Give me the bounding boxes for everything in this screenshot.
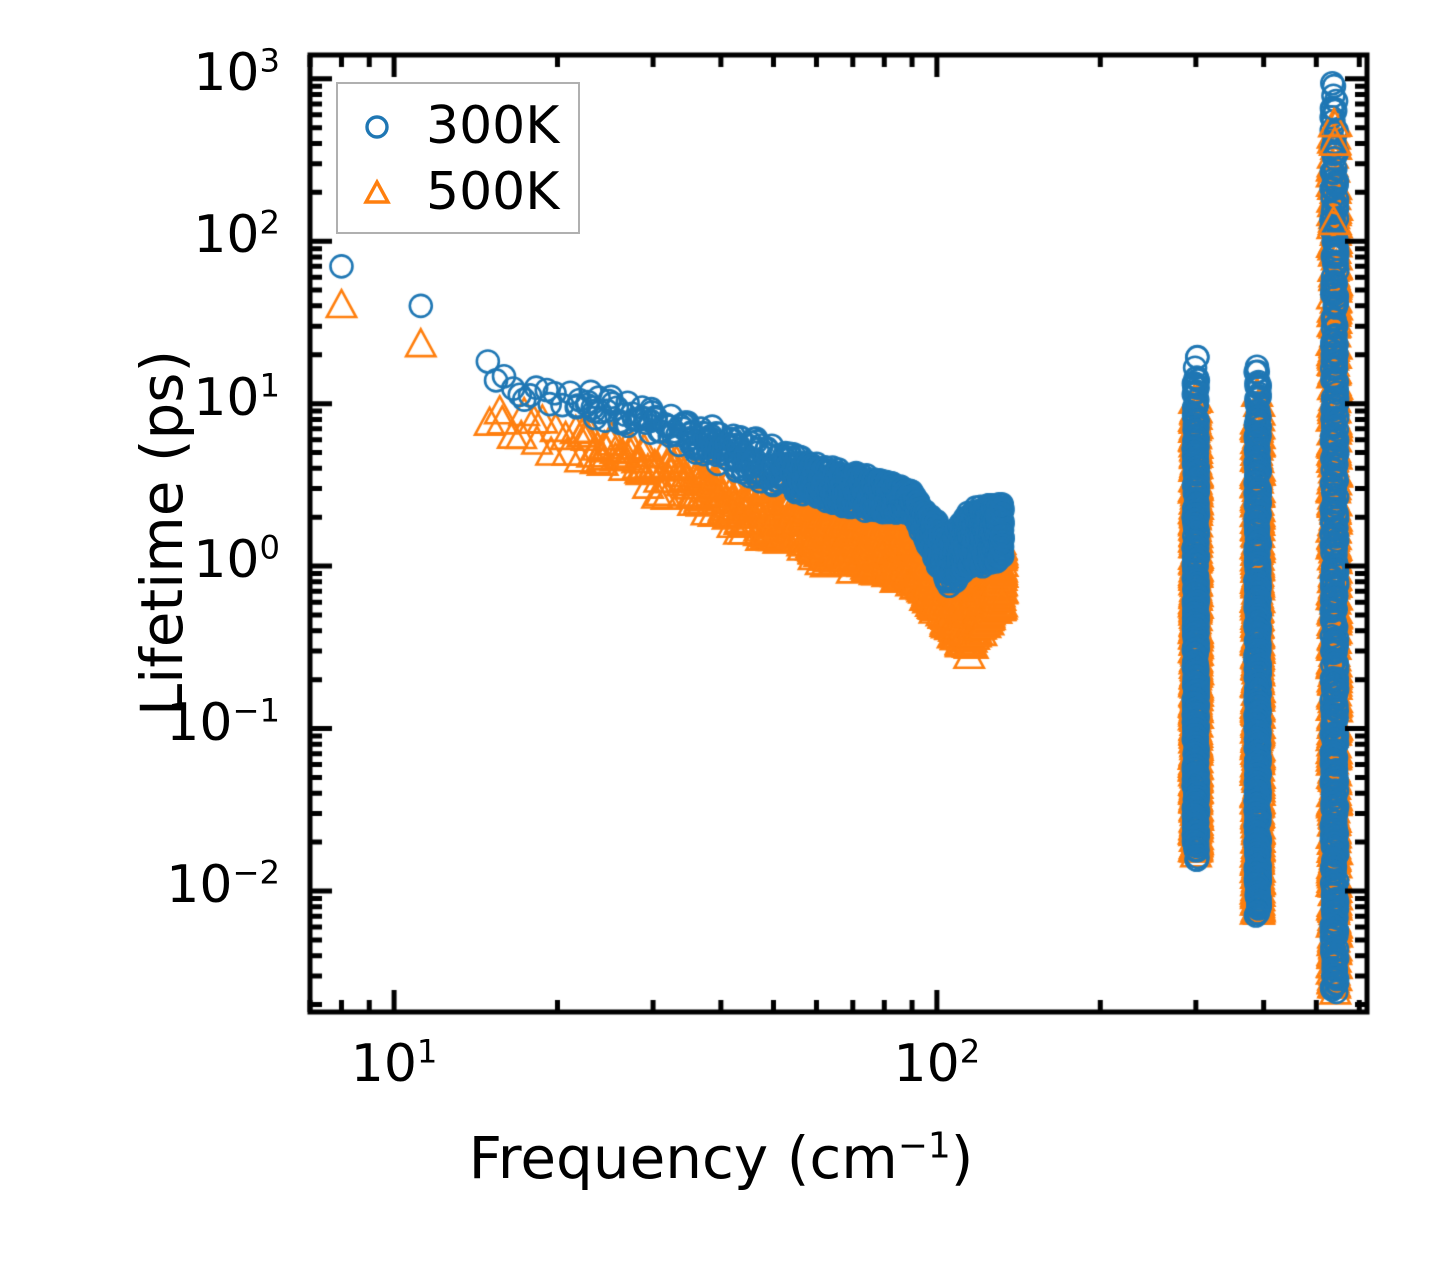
y-tick-label: 103 (193, 41, 280, 103)
y-tick-label: 10−2 (166, 853, 280, 915)
x-axis-label: Frequency (cm−1) (468, 1124, 974, 1192)
legend-entry-500k: 500K (338, 160, 578, 226)
legend-label-500k: 500K (426, 162, 560, 222)
legend-entry-300k: 300K (338, 94, 578, 160)
legend-box: 300K 500K (336, 82, 580, 234)
legend-circle-open-icon (365, 115, 389, 139)
legend-triangle-open-icon (363, 178, 391, 204)
y-axis-label-wrapper: Lifetime (ps) (128, 53, 198, 1013)
y-tick-label: 101 (193, 366, 280, 428)
x-tick-label: 102 (893, 1032, 981, 1094)
y-tick-label: 102 (193, 203, 280, 266)
legend-label-300k: 300K (426, 96, 560, 156)
y-tick-label: 100 (193, 528, 280, 591)
x-tick-label: 101 (350, 1032, 438, 1094)
y-tick-label: 10−1 (166, 691, 280, 753)
y-axis-label: Lifetime (ps) (128, 349, 196, 717)
